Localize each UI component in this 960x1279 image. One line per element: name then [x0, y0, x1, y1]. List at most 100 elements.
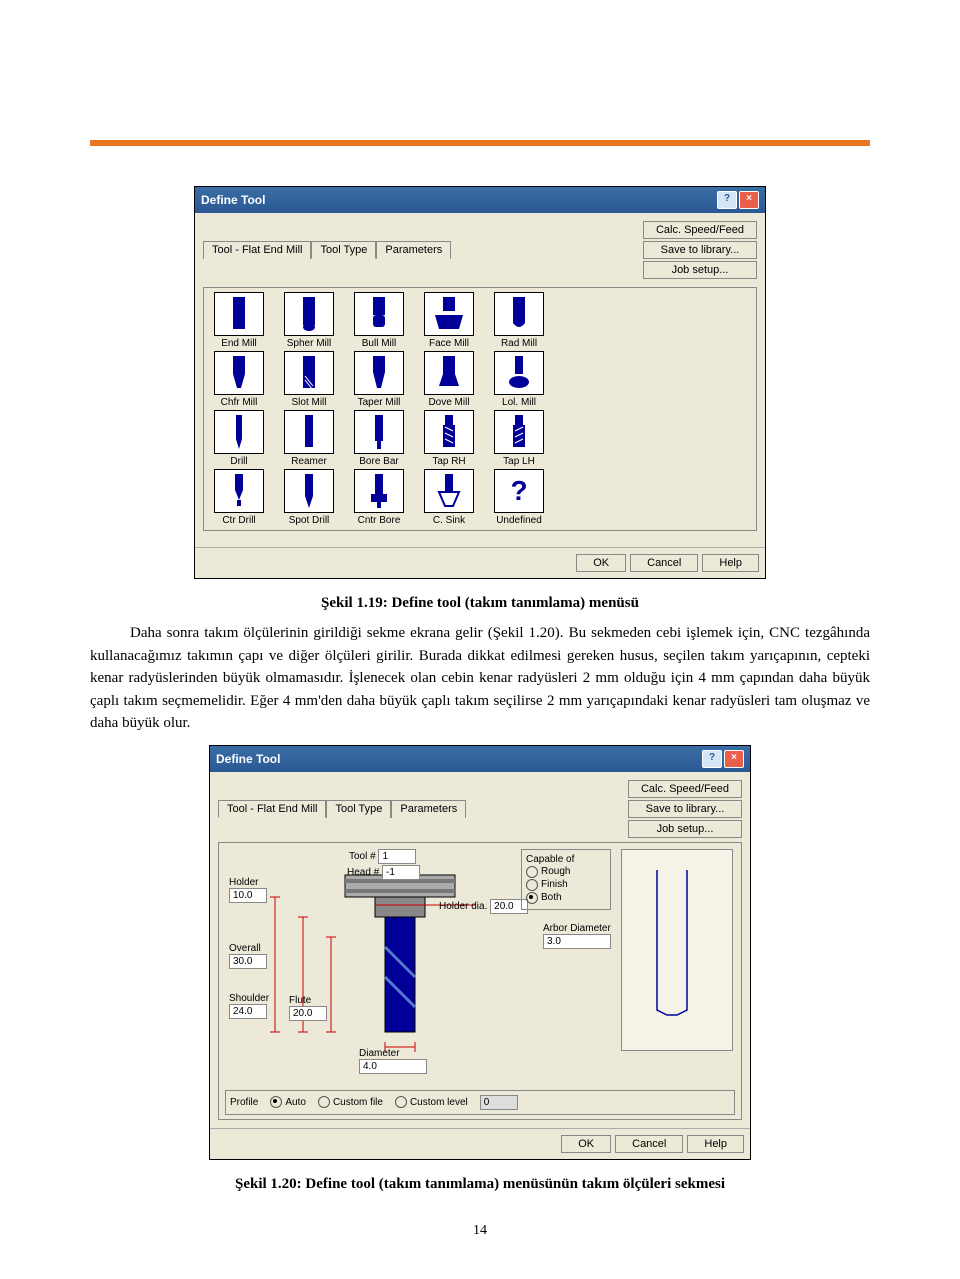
- cancel-button[interactable]: Cancel: [630, 554, 698, 572]
- capable-of-title: Capable of: [526, 854, 606, 865]
- save-to-library-button[interactable]: Save to library...: [643, 241, 757, 259]
- rough-radio[interactable]: [526, 866, 538, 878]
- overall-input[interactable]: 30.0: [229, 954, 267, 969]
- tool-option-lol-mill[interactable]: Lol. Mill: [488, 351, 550, 408]
- finish-label: Finish: [541, 879, 568, 890]
- flute-input[interactable]: 20.0: [289, 1006, 327, 1021]
- tool-label: Drill: [208, 456, 270, 467]
- holder-input[interactable]: 10.0: [229, 888, 267, 903]
- tool-option-end-mill[interactable]: End Mill: [208, 292, 270, 349]
- tool-option-spot-drill[interactable]: Spot Drill: [278, 469, 340, 526]
- holder-dia-label: Holder dia.: [439, 901, 487, 912]
- tool-label: Spot Drill: [278, 515, 340, 526]
- tab-parameters[interactable]: Parameters: [391, 800, 466, 818]
- head-num-input[interactable]: -1: [382, 865, 420, 880]
- lol-mill-icon: [494, 351, 544, 395]
- spher-mill-icon: [284, 292, 334, 336]
- job-setup-button[interactable]: Job setup...: [628, 820, 742, 838]
- tool-label: Dove Mill: [418, 397, 480, 408]
- arbor-dia-input[interactable]: 3.0: [543, 934, 611, 949]
- tap-rh-icon: [424, 410, 474, 454]
- ok-button[interactable]: OK: [576, 554, 626, 572]
- dialog-title-bar: Define Tool ? ×: [195, 187, 765, 213]
- tool-num-input[interactable]: 1: [378, 849, 416, 864]
- figure-caption-1-20: Şekil 1.20: Define tool (takım tanımlama…: [90, 1176, 870, 1193]
- both-radio[interactable]: [526, 892, 538, 904]
- help-icon[interactable]: ?: [717, 191, 737, 209]
- tool-option-tap-rh[interactable]: Tap RH: [418, 410, 480, 467]
- tool-label: Bull Mill: [348, 338, 410, 349]
- slot-mill-icon: [284, 351, 334, 395]
- tool-option-undefined[interactable]: ?Undefined: [488, 469, 550, 526]
- ok-button[interactable]: OK: [561, 1135, 611, 1153]
- tool-label: Tap RH: [418, 456, 480, 467]
- tool-option-rad-mill[interactable]: Rad Mill: [488, 292, 550, 349]
- spot-drill-icon: [284, 469, 334, 513]
- finish-radio[interactable]: [526, 879, 538, 891]
- chfr-mill-icon: [214, 351, 264, 395]
- svg-text:?: ?: [510, 475, 527, 506]
- flute-label: Flute: [289, 995, 327, 1006]
- tool-option-bore-bar[interactable]: Bore Bar: [348, 410, 410, 467]
- tab-tool-type[interactable]: Tool Type: [326, 800, 391, 818]
- tool-label: Ctr Drill: [208, 515, 270, 526]
- tool-option-chfr-mill[interactable]: Chfr Mill: [208, 351, 270, 408]
- profile-group: Profile Auto Custom file Custom level 0: [225, 1090, 735, 1115]
- close-icon[interactable]: ×: [724, 750, 744, 768]
- custom-level-input[interactable]: 0: [480, 1095, 518, 1110]
- tool-diagram: Tool # 1 Head # -1 Holder 10.0 Holder di…: [218, 842, 742, 1120]
- dialog-title: Define Tool: [201, 193, 265, 207]
- tool-option-dove-mill[interactable]: Dove Mill: [418, 351, 480, 408]
- diameter-input[interactable]: 4.0: [359, 1059, 427, 1074]
- tool-option-taper-mill[interactable]: Taper Mill: [348, 351, 410, 408]
- tool-option-slot-mill[interactable]: Slot Mill: [278, 351, 340, 408]
- define-tool-dialog-dimensions: Define Tool ? × Tool - Flat End Mill Too…: [209, 745, 751, 1160]
- dove-mill-icon: [424, 351, 474, 395]
- cntr-bore-icon: [354, 469, 404, 513]
- page-number: 14: [90, 1223, 870, 1239]
- help-button[interactable]: Help: [702, 554, 759, 572]
- tab-tool-flat-end-mill[interactable]: Tool - Flat End Mill: [218, 800, 326, 818]
- custom-file-label: Custom file: [333, 1097, 383, 1108]
- calc-speed-feed-button[interactable]: Calc. Speed/Feed: [643, 221, 757, 239]
- help-icon[interactable]: ?: [702, 750, 722, 768]
- close-icon[interactable]: ×: [739, 191, 759, 209]
- tool-option-tap-lh[interactable]: Tap LH: [488, 410, 550, 467]
- tool-option-drill[interactable]: Drill: [208, 410, 270, 467]
- cancel-button[interactable]: Cancel: [615, 1135, 683, 1153]
- tool-preview: [621, 849, 733, 1051]
- tab-parameters[interactable]: Parameters: [376, 241, 451, 259]
- save-to-library-button[interactable]: Save to library...: [628, 800, 742, 818]
- shoulder-input[interactable]: 24.0: [229, 1004, 267, 1019]
- define-tool-dialog-tooltype: Define Tool ? × Tool - Flat End Mill Too…: [194, 186, 766, 579]
- custom-level-radio[interactable]: [395, 1096, 407, 1108]
- tab-tool-flat-end-mill[interactable]: Tool - Flat End Mill: [203, 241, 311, 259]
- tabs: Tool - Flat End Mill Tool Type Parameter…: [203, 241, 451, 259]
- tool-option-cntr-bore[interactable]: Cntr Bore: [348, 469, 410, 526]
- tool-option-spher-mill[interactable]: Spher Mill: [278, 292, 340, 349]
- tool-schematic-icon: [225, 847, 555, 1077]
- bore-bar-icon: [354, 410, 404, 454]
- auto-radio[interactable]: [270, 1096, 282, 1108]
- shoulder-label: Shoulder: [229, 993, 269, 1004]
- rad-mill-icon: [494, 292, 544, 336]
- capable-of-group: Capable of Rough Finish Both: [521, 849, 611, 910]
- tool-option-c-sink[interactable]: C. Sink: [418, 469, 480, 526]
- job-setup-button[interactable]: Job setup...: [643, 261, 757, 279]
- end-mill-icon: [214, 292, 264, 336]
- tool-option-reamer[interactable]: Reamer: [278, 410, 340, 467]
- tab-tool-type[interactable]: Tool Type: [311, 241, 376, 259]
- bull-mill-icon: [354, 292, 404, 336]
- reamer-icon: [284, 410, 334, 454]
- tool-option-face-mill[interactable]: Face Mill: [418, 292, 480, 349]
- custom-level-label: Custom level: [410, 1097, 468, 1108]
- tool-option-bull-mill[interactable]: Bull Mill: [348, 292, 410, 349]
- tool-label: Tap LH: [488, 456, 550, 467]
- tool-option-ctr-drill[interactable]: Ctr Drill: [208, 469, 270, 526]
- help-button[interactable]: Help: [687, 1135, 744, 1153]
- both-label: Both: [541, 892, 562, 903]
- custom-file-radio[interactable]: [318, 1096, 330, 1108]
- tool-type-grid: End MillSpher Mill Bull Mill Face MillRad …: [203, 287, 757, 531]
- tool-preview-icon: [622, 850, 732, 1050]
- calc-speed-feed-button[interactable]: Calc. Speed/Feed: [628, 780, 742, 798]
